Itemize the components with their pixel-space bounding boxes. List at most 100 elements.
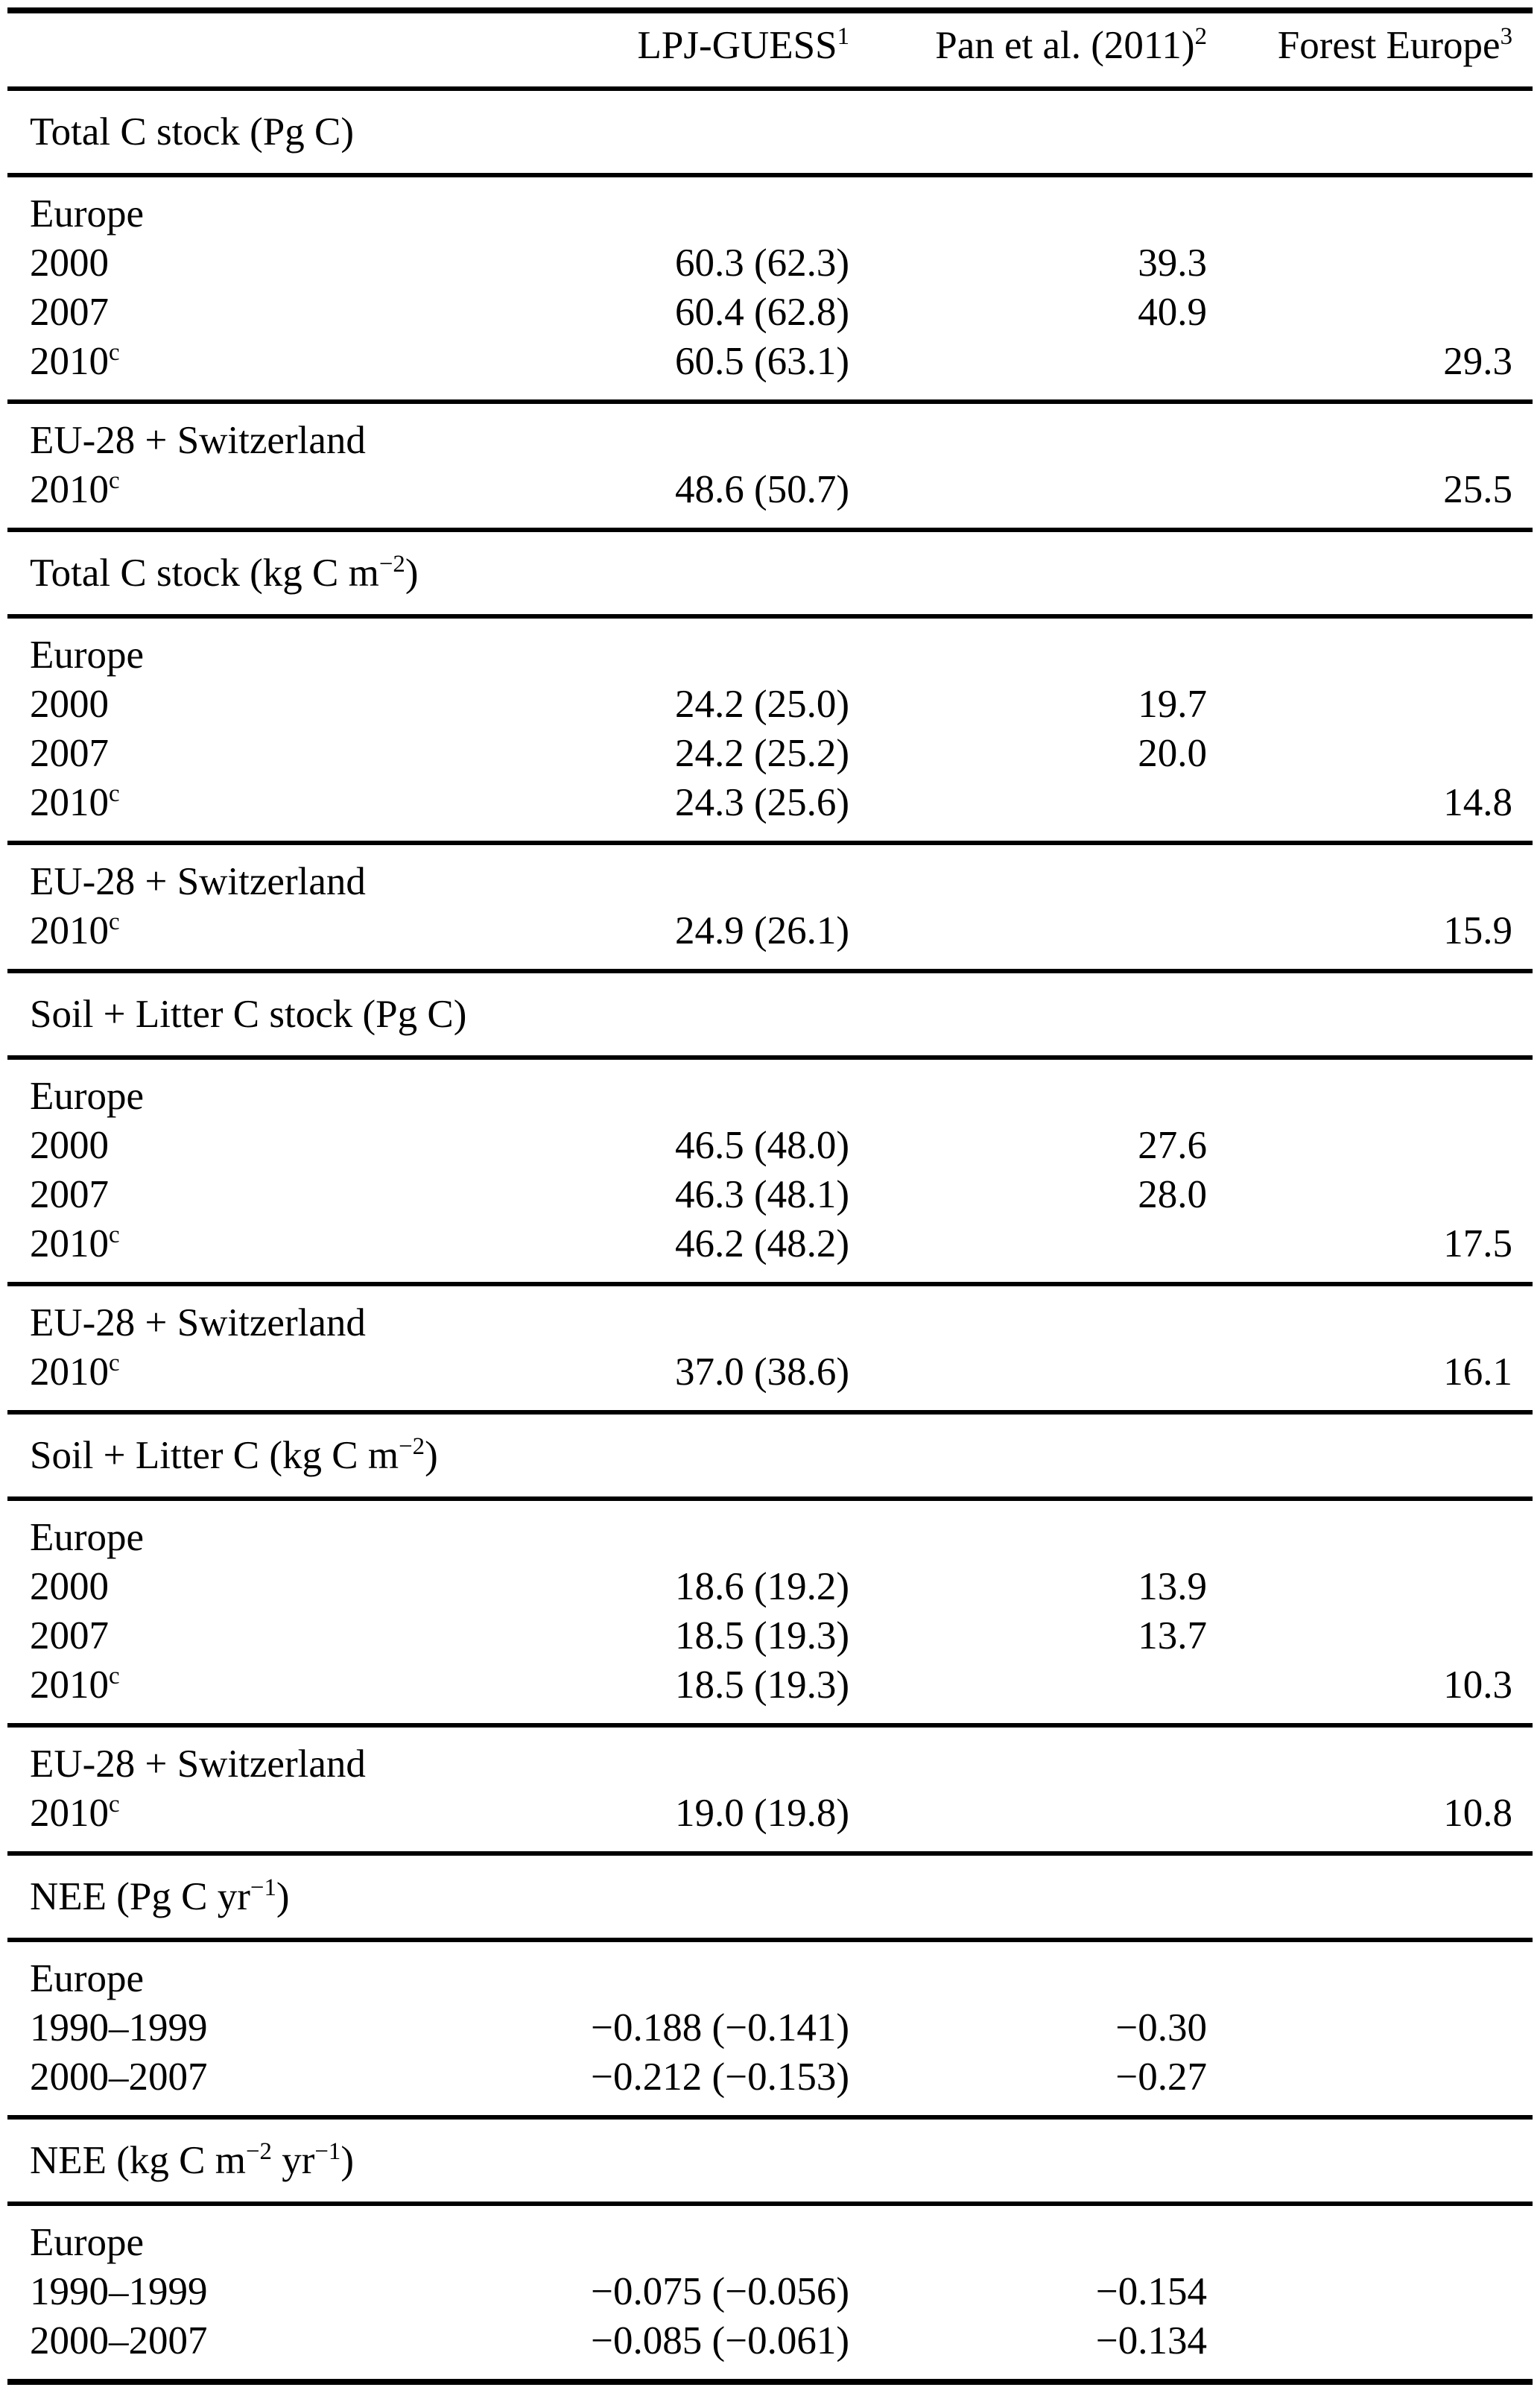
section-title-row: Soil + Litter C (kg C m−2) xyxy=(7,1410,1533,1499)
cell-forest_europe xyxy=(1207,2003,1533,2052)
cell-pan_et_al_2011: −0.30 xyxy=(1115,2006,1207,2049)
cell-pan_et_al_2011 xyxy=(849,1723,1207,1789)
row-label: 2000 xyxy=(30,1124,109,1167)
row-label: Europe xyxy=(7,1496,499,1562)
cell-pan_et_al_2011 xyxy=(849,841,1207,906)
cell-forest_europe: 14.8 xyxy=(1443,781,1512,824)
cell-pan_et_al_2011 xyxy=(849,1938,1207,2003)
data-row: 1990–1999 −0.188 (−0.141) −0.30 xyxy=(7,2003,1533,2052)
row-label: 2010c xyxy=(30,467,120,511)
cell-forest_europe: 17.5 xyxy=(1443,1222,1512,1265)
cell-forest_europe xyxy=(1207,238,1533,288)
cell-lpj_guess xyxy=(499,1496,849,1562)
section-title-row: NEE (kg C m−2 yr−1) xyxy=(7,2115,1533,2204)
data-row: 2007 18.5 (19.3) 13.7 xyxy=(7,1611,1533,1660)
group-heading-row: Europe xyxy=(7,1938,1533,2003)
cell-forest_europe: 15.9 xyxy=(1443,909,1512,952)
cell-pan_et_al_2011 xyxy=(849,173,1207,238)
cell-pan_et_al_2011: 13.7 xyxy=(1138,1614,1207,1657)
data-row: 2000 60.3 (62.3) 39.3 xyxy=(7,238,1533,288)
cell-forest_europe: 10.3 xyxy=(1443,1663,1512,1707)
superscript: c xyxy=(109,1349,120,1376)
cell-lpj_guess: 18.6 (19.2) xyxy=(674,1565,849,1608)
cell-pan_et_al_2011 xyxy=(849,1789,1207,1853)
row-label: 2000 xyxy=(30,241,109,285)
row-label: 2000–2007 xyxy=(30,2055,208,2099)
row-label: EU-28 + Switzerland xyxy=(7,1282,499,1347)
cell-forest_europe xyxy=(1207,1723,1533,1789)
cell-lpj_guess: −0.075 (−0.056) xyxy=(591,2270,849,2313)
row-label: 2010c xyxy=(30,1221,120,1265)
cell-pan_et_al_2011 xyxy=(849,778,1207,843)
row-label: EU-28 + Switzerland xyxy=(7,841,499,906)
cell-pan_et_al_2011 xyxy=(849,1347,1207,1412)
cell-forest_europe xyxy=(1207,2267,1533,2316)
group-heading-row: Europe xyxy=(7,2202,1533,2267)
cell-lpj_guess: 19.0 (19.8) xyxy=(674,1792,849,1835)
data-row: 2007 24.2 (25.2) 20.0 xyxy=(7,729,1533,778)
cell-forest_europe xyxy=(1207,680,1533,729)
row-label: Europe xyxy=(7,2202,499,2267)
section-title: Total C stock (Pg C) xyxy=(7,86,1533,175)
section-title-row: NEE (Pg C yr−1) xyxy=(7,1851,1533,1940)
column-header-pan-et-al: Pan et al. (2011)2 xyxy=(849,10,1207,89)
section-title-row: Total C stock (kg C m−2) xyxy=(7,528,1533,616)
data-row: 1990–1999 −0.075 (−0.056) −0.154 xyxy=(7,2267,1533,2316)
data-row: 2010c 24.9 (26.1) 15.9 xyxy=(7,906,1533,971)
superscript: c xyxy=(109,338,120,366)
cell-lpj_guess xyxy=(499,614,849,680)
data-row: 2000 46.5 (48.0) 27.6 xyxy=(7,1121,1533,1170)
group-heading-row: Europe xyxy=(7,1055,1533,1121)
cell-pan_et_al_2011 xyxy=(849,399,1207,465)
table-header: LPJ-GUESS1 Pan et al. (2011)2 Forest Eur… xyxy=(7,10,1533,89)
cell-pan_et_al_2011: −0.134 xyxy=(1095,2319,1207,2362)
row-label: 2010c xyxy=(30,338,120,383)
superscript: c xyxy=(109,1662,120,1690)
footnote-marker: 1 xyxy=(837,22,849,50)
cell-forest_europe xyxy=(1207,2052,1533,2117)
row-label: 2010c xyxy=(30,1349,120,1394)
cell-forest_europe xyxy=(1207,173,1533,238)
section-title: Total C stock (kg C m−2) xyxy=(7,528,1533,616)
group-heading-row: EU-28 + Switzerland xyxy=(7,841,1533,906)
data-row: 2010c 18.5 (19.3) 10.3 xyxy=(7,1660,1533,1725)
cell-forest_europe xyxy=(1207,399,1533,465)
data-row: 2000–2007 −0.212 (−0.153) −0.27 xyxy=(7,2052,1533,2117)
cell-pan_et_al_2011 xyxy=(849,1660,1207,1725)
cell-pan_et_al_2011 xyxy=(849,465,1207,530)
cell-lpj_guess: 60.3 (62.3) xyxy=(674,241,849,285)
cell-pan_et_al_2011: −0.154 xyxy=(1095,2270,1207,2313)
cell-forest_europe xyxy=(1207,1496,1533,1562)
data-row: 2010c 46.2 (48.2) 17.5 xyxy=(7,1219,1533,1284)
cell-forest_europe: 29.3 xyxy=(1443,340,1512,383)
cell-lpj_guess: 18.5 (19.3) xyxy=(674,1614,849,1657)
section-title-row: Soil + Litter C stock (Pg C) xyxy=(7,969,1533,1058)
cell-pan_et_al_2011: 28.0 xyxy=(1138,1173,1207,1216)
cell-lpj_guess: 60.4 (62.8) xyxy=(674,291,849,334)
superscript: −1 xyxy=(250,1874,276,1901)
row-label: 2010c xyxy=(30,1790,120,1835)
group-heading-row: Europe xyxy=(7,1496,1533,1562)
group-heading-row: Europe xyxy=(7,173,1533,238)
cell-lpj_guess: −0.085 (−0.061) xyxy=(591,2319,849,2362)
group-heading-row: Europe xyxy=(7,614,1533,680)
cell-lpj_guess xyxy=(499,1938,849,2003)
footnote-marker: 2 xyxy=(1194,22,1207,50)
cell-pan_et_al_2011: 27.6 xyxy=(1138,1124,1207,1167)
cell-forest_europe xyxy=(1207,2202,1533,2267)
cell-lpj_guess xyxy=(499,173,849,238)
cell-forest_europe xyxy=(1207,1170,1533,1219)
data-row: 2010c 24.3 (25.6) 14.8 xyxy=(7,778,1533,843)
row-label: 2010c xyxy=(30,780,120,824)
column-header-lpj-guess: LPJ-GUESS1 xyxy=(499,10,849,89)
section-title: NEE (kg C m−2 yr−1) xyxy=(7,2115,1533,2204)
carbon-comparison-table: LPJ-GUESS1 Pan et al. (2011)2 Forest Eur… xyxy=(7,7,1533,2385)
row-label: 2007 xyxy=(30,291,109,334)
cell-pan_et_al_2011: −0.27 xyxy=(1115,2055,1207,2099)
cell-forest_europe: 16.1 xyxy=(1443,1350,1512,1394)
data-row: 2010c 48.6 (50.7) 25.5 xyxy=(7,465,1533,530)
cell-pan_et_al_2011: 13.9 xyxy=(1138,1565,1207,1608)
row-label: 2007 xyxy=(30,732,109,775)
cell-lpj_guess: 60.5 (63.1) xyxy=(674,340,849,383)
group-heading-row: EU-28 + Switzerland xyxy=(7,399,1533,465)
